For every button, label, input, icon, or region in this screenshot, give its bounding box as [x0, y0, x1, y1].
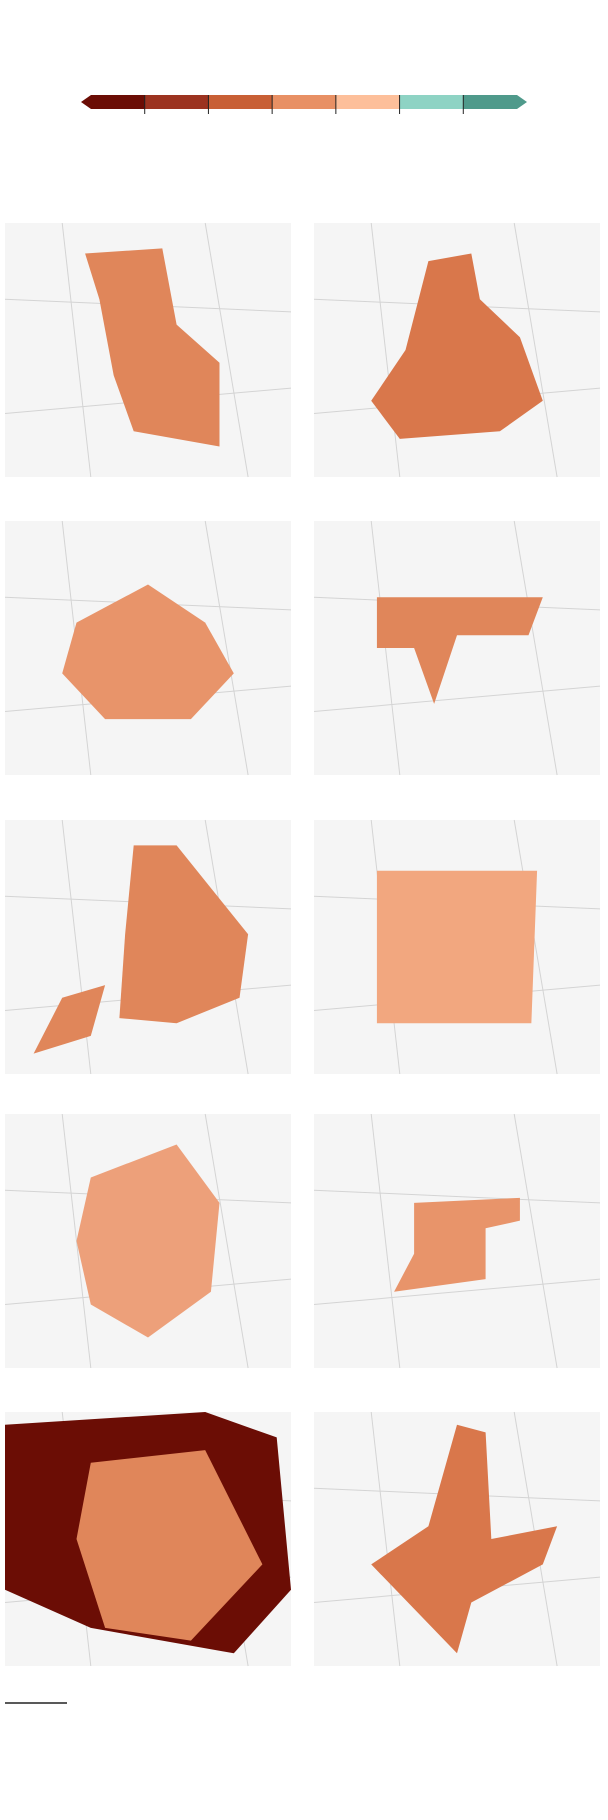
legend-swatch: [144, 95, 209, 109]
city-map: [313, 819, 601, 1075]
road: [513, 819, 558, 1075]
map-grid: [4, 222, 601, 1667]
road: [313, 1189, 601, 1204]
road: [370, 1411, 401, 1667]
road: [313, 1278, 601, 1305]
legend-swatch: [81, 95, 145, 109]
city-map: [313, 520, 601, 776]
city-map: [313, 1113, 601, 1369]
city-map: [313, 222, 601, 478]
city-area: [76, 1144, 220, 1338]
road: [313, 685, 601, 712]
city-area: [371, 253, 543, 439]
city-map: [4, 1411, 292, 1667]
color-legend: [81, 95, 527, 114]
map-background: [314, 521, 600, 775]
road: [513, 1113, 558, 1369]
city-area: [376, 870, 538, 1024]
city-area: [376, 597, 543, 704]
city-area: [76, 1450, 263, 1641]
road: [204, 1113, 249, 1369]
city-area: [371, 1424, 558, 1654]
city-area: [85, 248, 220, 447]
road: [204, 520, 249, 776]
city-area: [62, 584, 234, 720]
city-map: [4, 819, 292, 1075]
city-map: [313, 1411, 601, 1667]
road: [61, 222, 92, 478]
city-area: [394, 1197, 520, 1292]
legend-swatch: [399, 95, 464, 109]
legend-swatch: [463, 95, 527, 109]
road: [370, 1113, 401, 1369]
city-map: [4, 520, 292, 776]
city-area: [119, 845, 249, 1024]
road: [513, 520, 558, 776]
road: [204, 222, 249, 478]
legend-swatch: [335, 95, 400, 109]
legend-swatch: [272, 95, 336, 109]
city-map: [4, 222, 292, 478]
city-area: [33, 985, 106, 1054]
legend-swatch: [208, 95, 273, 109]
road: [513, 222, 558, 478]
road: [370, 222, 401, 478]
city-map: [4, 1113, 292, 1369]
